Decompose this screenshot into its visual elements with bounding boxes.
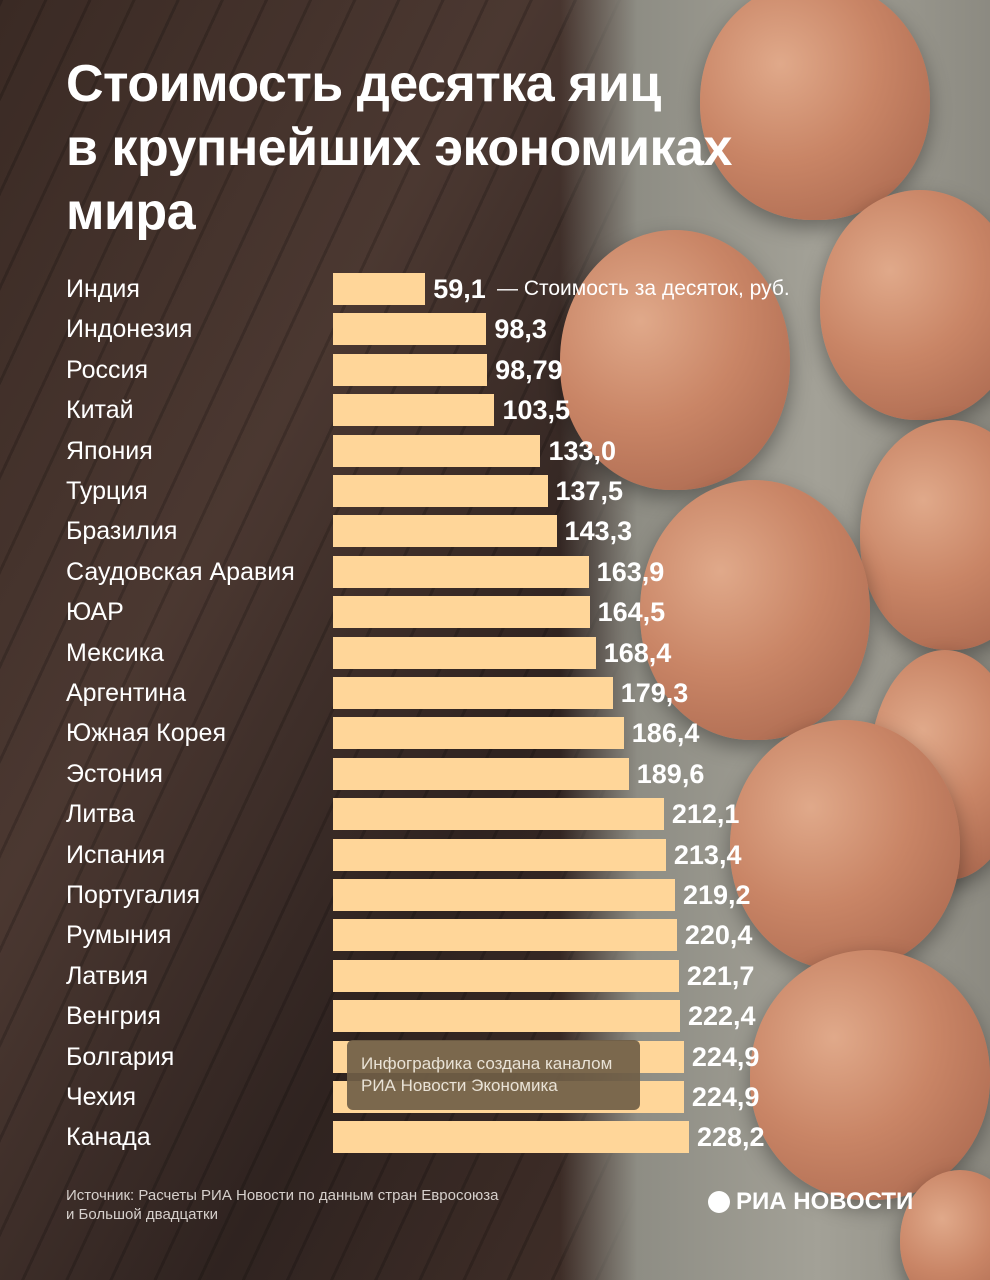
data-label: 137,5	[555, 476, 624, 506]
category-label: Индия	[66, 275, 140, 303]
data-label: 179,3	[620, 678, 689, 708]
category-label: Португалия	[66, 881, 201, 909]
data-label: 98,79	[495, 354, 563, 385]
bar	[333, 959, 679, 992]
data-label: 219,2	[682, 880, 751, 910]
category-label: Турция	[66, 477, 148, 505]
data-label: 224,9	[691, 1041, 760, 1072]
title-line: в крупнейших экономиках	[66, 119, 732, 177]
category-label: Румыния	[66, 921, 172, 950]
data-label: 143,3	[564, 516, 633, 547]
bar	[333, 919, 677, 952]
logo-text: РИА НОВОСТИ	[736, 1188, 914, 1215]
bar	[333, 353, 488, 386]
legend-text: — Стоимость за десяток, руб.	[497, 277, 790, 300]
watermark-line: РИА Новости Экономика	[361, 1076, 558, 1095]
data-label: 224,9	[691, 1082, 760, 1112]
data-label: 164,5	[597, 597, 666, 628]
bar	[333, 636, 596, 669]
data-label: 133,0	[548, 435, 617, 466]
egg-image	[730, 720, 960, 970]
data-label: 189,6	[636, 758, 705, 789]
bar	[333, 434, 541, 467]
data-label: 228,2	[696, 1122, 765, 1153]
category-label: Канада	[66, 1123, 151, 1152]
category-label: Россия	[66, 355, 148, 384]
ria-logo: РИА НОВОСТИ	[708, 1188, 913, 1216]
category-label: Южная Корея	[66, 719, 226, 748]
watermark-line: Инфографика создана каналом	[361, 1054, 613, 1073]
category-label: Аргентина	[66, 679, 186, 707]
category-label: Индонезия	[66, 315, 193, 344]
source-line: и Большой двадцатки	[66, 1206, 218, 1223]
egg-image	[750, 950, 990, 1200]
bar	[333, 555, 589, 588]
data-label: 59,1	[433, 274, 486, 304]
category-label: Чехия	[66, 1083, 137, 1111]
source-line: Источник: Расчеты РИА Новости по данным …	[66, 1187, 499, 1204]
source-note: Источник: Расчеты РИА Новости по данным …	[66, 1186, 498, 1224]
bar	[333, 879, 675, 911]
bar	[333, 757, 629, 790]
category-label: Литва	[66, 800, 135, 829]
category-label: Япония	[66, 436, 153, 465]
category-label: Латвия	[66, 961, 148, 990]
data-label: 213,4	[673, 839, 742, 870]
egg-image	[700, 0, 930, 220]
title-line: мира	[66, 183, 196, 241]
title-line: Стоимость десятка яиц	[66, 55, 661, 113]
data-label: 220,4	[684, 920, 753, 951]
bar	[333, 596, 590, 629]
bar	[333, 798, 664, 831]
data-label: 222,4	[687, 1001, 756, 1032]
bar	[333, 838, 666, 871]
egg-image	[820, 190, 990, 420]
category-label: ЮАР	[66, 598, 124, 627]
category-label: Эстония	[66, 759, 163, 788]
category-label: Венгрия	[66, 1002, 161, 1031]
data-label: 212,1	[671, 799, 740, 830]
bar	[333, 273, 426, 305]
bar	[333, 677, 613, 709]
bar	[333, 475, 548, 507]
bar	[333, 515, 557, 548]
ria-logo-icon	[708, 1191, 730, 1213]
bar	[333, 1000, 680, 1033]
bar	[333, 717, 624, 750]
data-label: 163,9	[596, 556, 665, 587]
data-label: 186,4	[631, 718, 700, 749]
egg-image	[860, 420, 990, 650]
data-label: 168,4	[603, 637, 672, 668]
category-label: Саудовская Аравия	[66, 557, 295, 586]
bar	[333, 1121, 689, 1154]
category-label: Китай	[66, 396, 134, 425]
chart-title: Стоимость десятка яиц в крупнейших эконо…	[66, 52, 732, 244]
data-label: 221,7	[686, 960, 755, 991]
egg-image	[640, 480, 870, 740]
category-label: Болгария	[66, 1042, 175, 1071]
egg-image	[560, 230, 790, 490]
watermark-box: Инфографика создана каналом РИА Новости …	[347, 1040, 640, 1110]
bar	[333, 394, 495, 427]
data-label: 98,3	[494, 314, 547, 345]
bar	[333, 313, 487, 346]
category-label: Бразилия	[66, 517, 178, 546]
data-label: 103,5	[502, 395, 571, 426]
category-label: Испания	[66, 840, 166, 869]
category-label: Мексика	[66, 638, 165, 667]
